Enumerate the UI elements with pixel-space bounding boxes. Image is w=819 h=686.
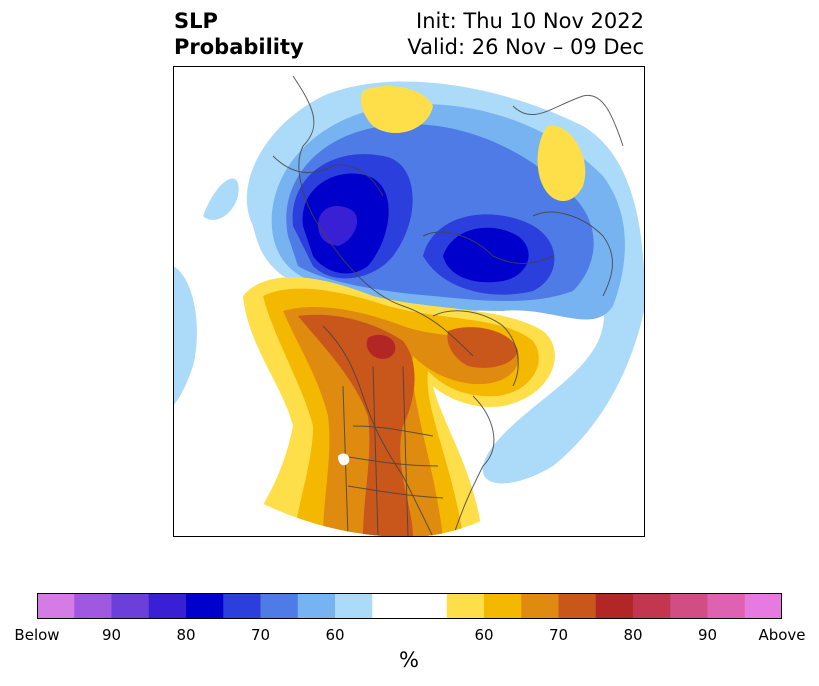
white-patch (338, 453, 350, 466)
colorbar-segment (186, 593, 224, 619)
colorbar-segment (372, 593, 448, 619)
colorbar-tick-label: 80 (176, 626, 196, 644)
colorbar-segment (633, 593, 671, 619)
negative-anomaly-60-sw (203, 178, 239, 220)
colorbar-tick-label: 70 (548, 626, 569, 644)
colorbar-segment (223, 593, 261, 619)
colorbar-segment (595, 593, 634, 619)
colorbar-tick-label: Below (14, 626, 60, 644)
negative-anomaly-60-west (173, 266, 197, 406)
colorbar-tick-label: 80 (623, 626, 643, 644)
colorbar-tick-label: 90 (697, 626, 718, 644)
colorbar-segment (37, 593, 75, 619)
valid-range: Valid: 26 Nov – 09 Dec (407, 35, 644, 59)
colorbar-tick-label: 90 (101, 626, 122, 644)
colorbar-segment (148, 593, 187, 619)
colorbar-segment (297, 593, 336, 619)
init-date: Init: Thu 10 Nov 2022 (416, 9, 644, 33)
colorbar-segment (558, 593, 597, 619)
positive-anomaly-60-east (537, 125, 586, 201)
map-title-line2: Probability (174, 35, 304, 59)
colorbar-unit-label: % (399, 648, 419, 672)
positive-anomaly-75 (298, 314, 415, 537)
colorbar-segment (260, 593, 299, 619)
positive-anomaly-60-ne (361, 86, 433, 134)
title-left: SLP Probability (174, 8, 304, 60)
colorbar-segment (446, 593, 485, 619)
colorbar-segment (707, 593, 746, 619)
colorbar-segment (670, 593, 708, 619)
colorbar-tick-label: 60 (474, 626, 494, 644)
colorbar-tick-label: 60 (325, 626, 345, 644)
colorbar-tick-label: 70 (250, 626, 271, 644)
title-right: Init: Thu 10 Nov 2022 Valid: 26 Nov – 09… (407, 8, 644, 60)
map-title-line1: SLP (174, 9, 218, 33)
colorbar-segment (484, 593, 522, 619)
colorbar-segment (521, 593, 559, 619)
colorbar-segment (744, 593, 782, 619)
negative-anomaly-80-east (443, 227, 529, 283)
slp-probability-map (173, 66, 645, 537)
colorbar-border (37, 593, 782, 619)
colorbar-segment (335, 593, 373, 619)
positive-anomaly-75-east (447, 327, 518, 368)
colorbar-segment (111, 593, 150, 619)
colorbar (37, 593, 782, 619)
colorbar-tick-label: Above (758, 626, 806, 644)
colorbar-segment (74, 593, 112, 619)
positive-anomaly-80 (366, 334, 396, 359)
negative-anomaly-85 (318, 206, 358, 246)
